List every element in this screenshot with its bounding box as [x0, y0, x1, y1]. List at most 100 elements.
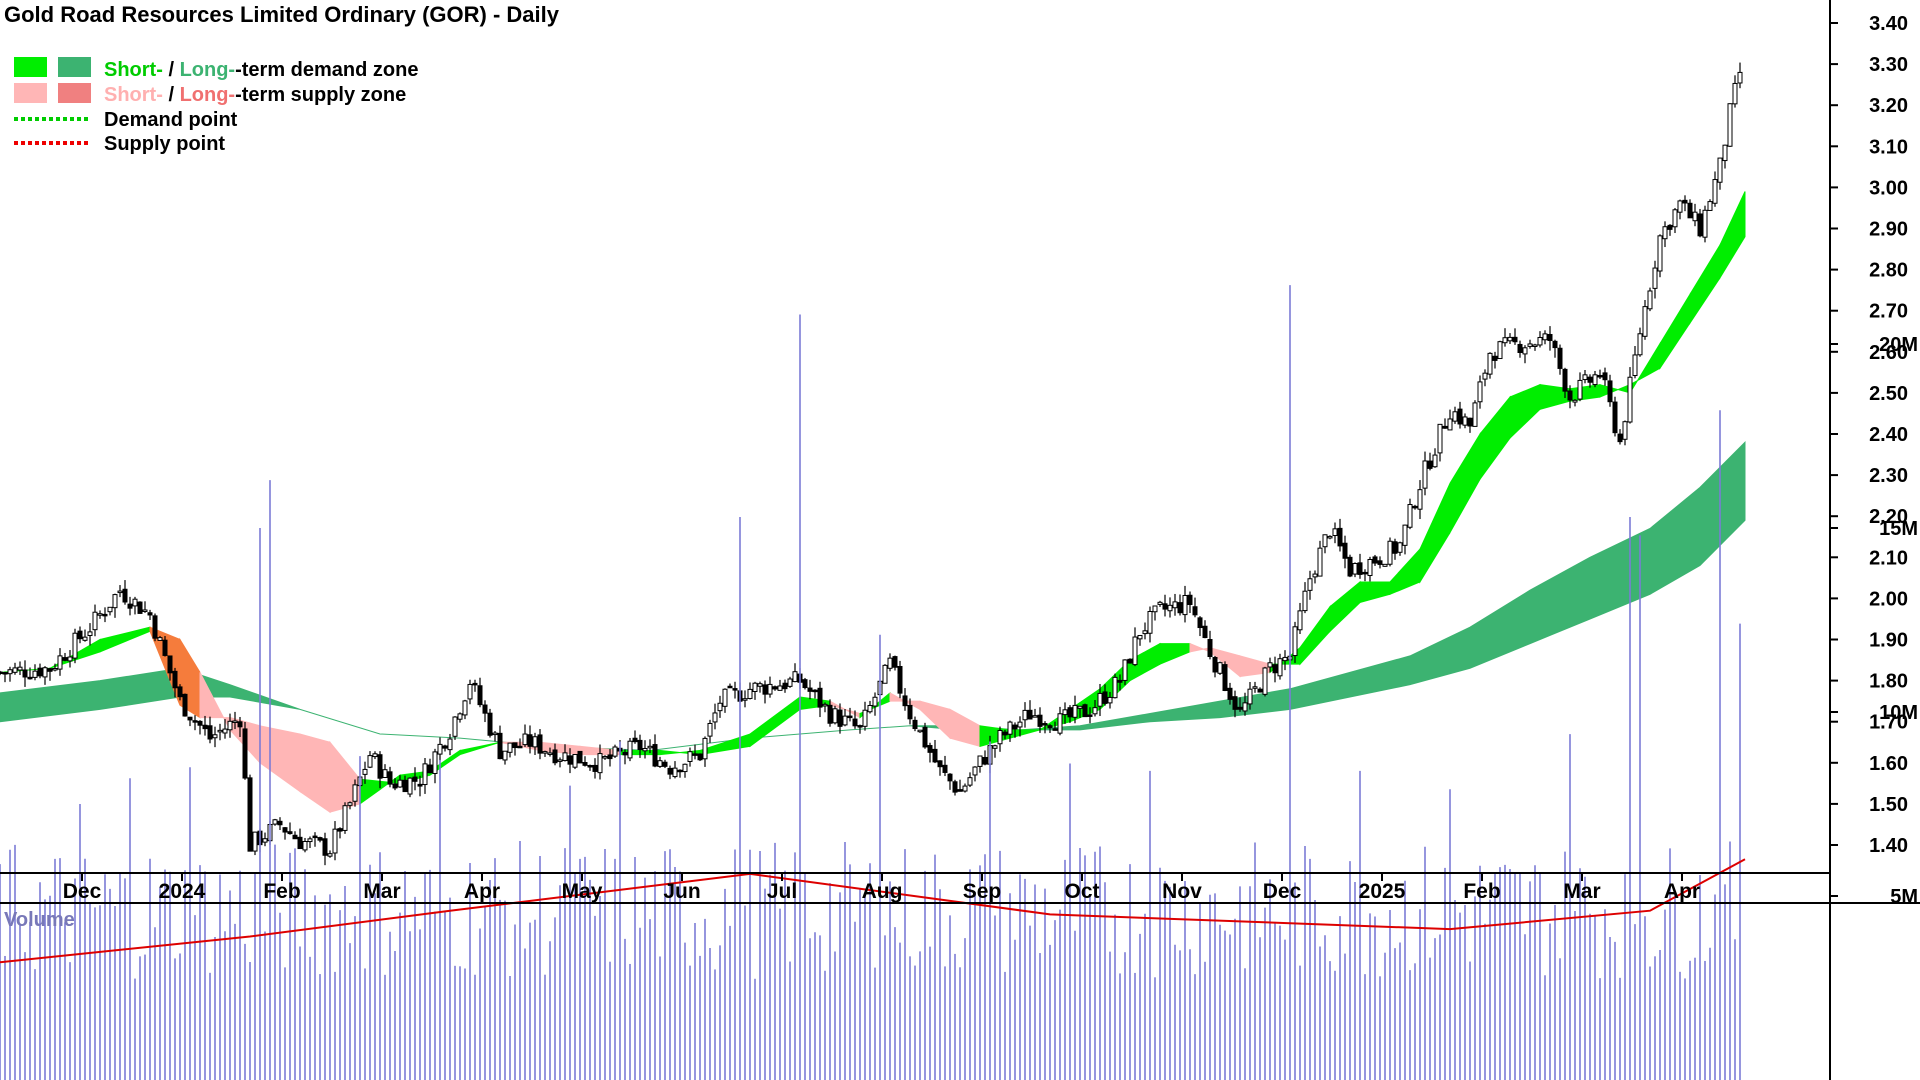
candle-body: [982, 756, 988, 765]
candle-body: [827, 704, 833, 724]
candle-body: [387, 771, 393, 785]
candle-body: [1242, 702, 1248, 712]
candle-body: [237, 721, 243, 728]
candle-body: [0, 671, 3, 675]
candle-body: [1077, 705, 1083, 709]
candle-body: [1087, 714, 1093, 717]
candle-body: [1607, 380, 1613, 403]
candle-body: [32, 670, 38, 678]
long-supply-swatch: [58, 83, 91, 103]
candle-body: [1562, 368, 1568, 392]
candle-body: [492, 732, 498, 736]
y-tick-label: 2.80: [1869, 260, 1908, 282]
candle-body: [962, 785, 968, 792]
candle-body: [417, 783, 423, 787]
candle-body: [1617, 433, 1623, 443]
candle-body: [282, 827, 288, 833]
x-tick-label: Jul: [767, 880, 797, 903]
candle-body: [822, 703, 828, 707]
candle-body: [87, 631, 93, 637]
candle-body: [1447, 418, 1453, 431]
candle-body: [1057, 713, 1063, 734]
candle-body: [1412, 505, 1418, 509]
candle-body: [1472, 402, 1478, 427]
candle-body: [1572, 399, 1578, 403]
candle-body: [882, 664, 888, 684]
x-tick-label: Apr: [464, 880, 500, 903]
candle-body: [332, 828, 338, 854]
candle-body: [67, 656, 73, 662]
candle-body: [1252, 686, 1258, 689]
candle-body: [1197, 617, 1203, 629]
candle-body: [1067, 707, 1073, 718]
candle-body: [367, 755, 373, 768]
candle-body: [662, 761, 668, 767]
candle-body: [97, 613, 103, 616]
candle-body: [697, 753, 703, 761]
candle-body: [152, 615, 158, 639]
candle-body: [1672, 209, 1678, 228]
candle-body: [607, 754, 613, 760]
short-term-zone-segment: [1159, 643, 1191, 665]
candle-body: [1042, 723, 1048, 726]
short-term-zone-segment: [1599, 383, 1631, 398]
candle-body: [212, 734, 218, 739]
candle-body: [542, 751, 548, 754]
candle-body: [752, 682, 758, 693]
short-term-zone-segment: [259, 725, 301, 793]
candle-body: [462, 700, 468, 716]
candle-body: [347, 802, 353, 806]
short-term-zone-segment: [1449, 432, 1481, 535]
candle-body: [912, 719, 918, 730]
candle-body: [1297, 610, 1303, 631]
candle-body: [437, 743, 443, 755]
candle-body: [1027, 709, 1033, 720]
candle-body: [1147, 611, 1153, 634]
x-tick-label: May: [562, 880, 603, 903]
candle-body: [477, 685, 483, 706]
candle-body: [287, 831, 293, 835]
candle-body: [1182, 595, 1188, 616]
candle-body: [112, 594, 118, 609]
candle-body: [1457, 408, 1463, 425]
volume-tick-label: 15M: [1879, 518, 1918, 540]
candle-body: [487, 712, 493, 736]
candle-body: [1142, 630, 1148, 635]
candle-body: [1387, 540, 1393, 565]
candle-body: [1497, 341, 1503, 360]
candle-body: [157, 637, 163, 641]
candle-body: [1602, 372, 1608, 381]
candle-body: [1192, 606, 1198, 616]
candle-body: [457, 713, 463, 720]
candle-body: [182, 693, 188, 717]
candle-body: [247, 777, 253, 852]
y-tick-label: 3.40: [1869, 13, 1908, 35]
candle-body: [47, 668, 53, 672]
candle-body: [722, 688, 728, 707]
candle-body: [842, 715, 848, 726]
legend-demand-long: Long-: [180, 59, 236, 81]
candle-body: [597, 753, 603, 774]
candle-body: [1717, 157, 1723, 183]
candle-body: [192, 720, 198, 723]
candle-body: [447, 738, 453, 751]
candle-body: [1557, 347, 1563, 369]
candle-body: [1272, 664, 1278, 674]
candle-body: [812, 689, 818, 693]
candle-body: [1227, 687, 1233, 700]
candle-body: [1732, 82, 1738, 105]
candle-body: [1102, 691, 1108, 704]
price-y-axis: 1.40 1.50 1.60 1.70 1.80 1.90 2.00 2.10 2.20 2.30…: [1830, 13, 1908, 857]
candle-body: [1112, 676, 1118, 699]
candle-body: [1247, 688, 1253, 705]
candle-body: [1537, 336, 1543, 346]
candle-body: [502, 750, 508, 761]
candle-body: [1017, 721, 1023, 728]
candle-body: [22, 669, 28, 678]
legend-demand-point: Demand point: [104, 109, 238, 131]
candle-body: [1292, 626, 1298, 657]
candle-body: [1177, 602, 1183, 614]
short-term-zone-segment: [1299, 605, 1331, 666]
candle-body: [302, 841, 308, 851]
